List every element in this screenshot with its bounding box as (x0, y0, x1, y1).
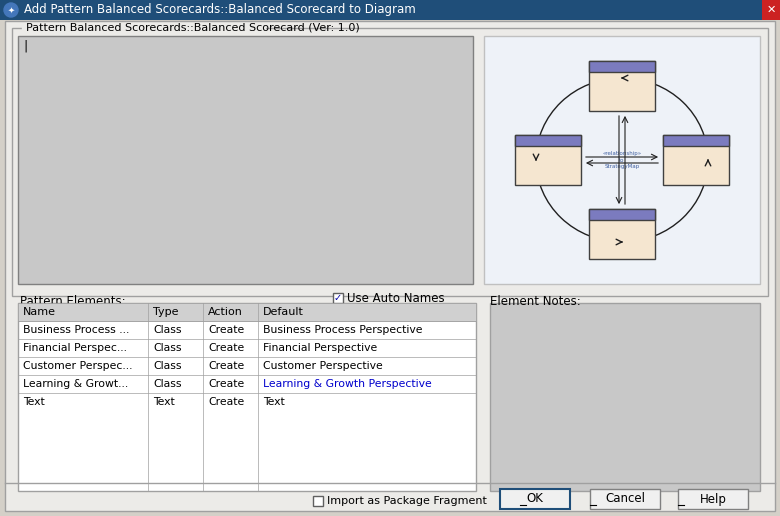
FancyBboxPatch shape (5, 21, 775, 511)
Text: Business Process Perspective: Business Process Perspective (263, 325, 423, 335)
Text: Create: Create (208, 325, 244, 335)
Text: Customer Perspec...: Customer Perspec... (23, 361, 133, 371)
FancyBboxPatch shape (500, 489, 570, 509)
Text: Class: Class (153, 325, 182, 335)
FancyBboxPatch shape (762, 0, 780, 20)
Text: Create: Create (208, 379, 244, 389)
FancyBboxPatch shape (678, 489, 748, 509)
Text: Cancel: Cancel (605, 492, 645, 506)
Text: Financial Perspec...: Financial Perspec... (23, 343, 127, 353)
Text: Text: Text (153, 397, 175, 407)
FancyBboxPatch shape (663, 135, 729, 185)
FancyBboxPatch shape (12, 28, 768, 296)
Text: Class: Class (153, 361, 182, 371)
Text: Pattern Balanced Scorecards::Balanced Scorecard (Ver: 1.0): Pattern Balanced Scorecards::Balanced Sc… (26, 22, 360, 32)
Text: Use Auto Names: Use Auto Names (347, 292, 445, 304)
Text: Business Process ...: Business Process ... (23, 325, 129, 335)
Text: OK: OK (526, 492, 544, 506)
Text: Action: Action (208, 307, 243, 317)
FancyBboxPatch shape (589, 209, 655, 259)
Text: Class: Class (153, 343, 182, 353)
FancyBboxPatch shape (589, 209, 655, 220)
FancyBboxPatch shape (0, 0, 780, 20)
FancyBboxPatch shape (18, 303, 476, 321)
Text: Import as Package Fragment: Import as Package Fragment (327, 496, 487, 506)
FancyBboxPatch shape (589, 61, 655, 111)
FancyBboxPatch shape (484, 36, 760, 284)
Text: Class: Class (153, 379, 182, 389)
FancyBboxPatch shape (515, 135, 581, 185)
Circle shape (4, 3, 18, 17)
FancyBboxPatch shape (590, 489, 660, 509)
FancyBboxPatch shape (333, 293, 343, 303)
Text: «relationship»
to
StrategyMap: «relationship» to StrategyMap (602, 151, 642, 169)
Text: Text: Text (263, 397, 285, 407)
FancyBboxPatch shape (490, 303, 760, 491)
Text: Element Notes:: Element Notes: (490, 295, 581, 308)
Text: Create: Create (208, 397, 244, 407)
Text: Pattern Elements:: Pattern Elements: (20, 295, 126, 308)
Text: |: | (23, 40, 27, 53)
FancyBboxPatch shape (313, 496, 323, 506)
Text: Name: Name (23, 307, 56, 317)
Text: Learning & Growth Perspective: Learning & Growth Perspective (263, 379, 432, 389)
FancyBboxPatch shape (18, 36, 473, 284)
FancyBboxPatch shape (18, 303, 476, 491)
Text: ✦: ✦ (8, 6, 15, 14)
Text: ✕: ✕ (766, 5, 775, 15)
Text: Help: Help (700, 492, 726, 506)
FancyBboxPatch shape (663, 135, 729, 146)
Text: Learning & Growt...: Learning & Growt... (23, 379, 128, 389)
FancyBboxPatch shape (515, 135, 581, 146)
Text: Type: Type (153, 307, 179, 317)
FancyBboxPatch shape (589, 61, 655, 72)
Text: Financial Perspective: Financial Perspective (263, 343, 378, 353)
Text: Create: Create (208, 361, 244, 371)
Text: Text: Text (23, 397, 44, 407)
Text: Customer Perspective: Customer Perspective (263, 361, 383, 371)
Text: Add Pattern Balanced Scorecards::Balanced Scorecard to Diagram: Add Pattern Balanced Scorecards::Balance… (24, 4, 416, 17)
Text: ✓: ✓ (334, 293, 342, 303)
Text: Default: Default (263, 307, 304, 317)
Text: Create: Create (208, 343, 244, 353)
